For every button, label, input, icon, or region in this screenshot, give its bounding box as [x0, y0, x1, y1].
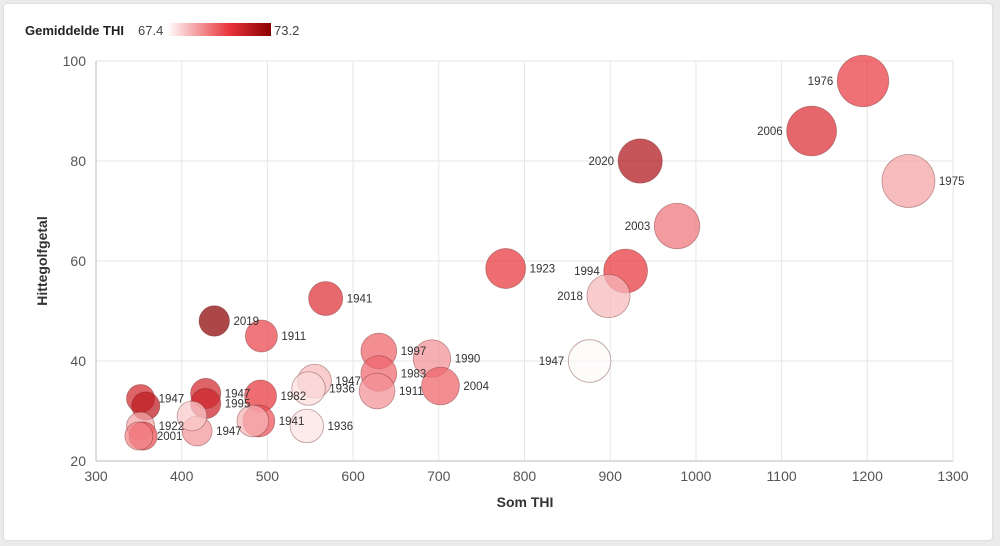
legend-title: Gemiddelde THI — [25, 23, 124, 38]
y-tick-label: 20 — [70, 453, 86, 469]
grid-lines — [95, 60, 954, 462]
point-label: 1995 — [225, 399, 251, 411]
point-label: 1936 — [328, 421, 354, 433]
point-labels: 1976 2006 1975 2020 2003 1994 2018 1947 1923 1941… — [157, 76, 965, 443]
point-label: 1982 — [281, 391, 307, 403]
x-tick-label: 300 — [84, 468, 108, 484]
bubble-point — [236, 404, 270, 438]
y-tick-label: 100 — [63, 53, 87, 69]
point-label: 2019 — [233, 316, 259, 328]
x-tick-label: 1300 — [937, 468, 968, 484]
legend-min-label: 67.4 — [138, 23, 163, 38]
x-tick-label: 500 — [256, 468, 280, 484]
bubble-point — [421, 366, 460, 406]
point-label: 1947 — [225, 389, 251, 401]
x-tick-label: 1200 — [852, 468, 883, 484]
bubble-point — [308, 281, 344, 316]
bubble-point — [881, 154, 936, 208]
bubble-point — [617, 138, 663, 184]
y-tick-label: 80 — [70, 153, 86, 169]
bubble-point — [289, 408, 324, 444]
point-label: 2004 — [463, 381, 489, 393]
bubble-point — [245, 319, 278, 353]
data-points — [124, 54, 936, 451]
x-tick-label: 400 — [170, 468, 194, 484]
point-label: 1983 — [401, 369, 427, 381]
point-label: 2020 — [588, 156, 614, 168]
legend-color-bar — [167, 23, 271, 36]
point-label: 1990 — [455, 354, 481, 366]
point-label: 1947 — [159, 394, 185, 406]
point-label: 1947 — [539, 356, 565, 368]
y-axis-title: Hittegolfgetal — [34, 216, 50, 305]
point-label: 2018 — [557, 291, 583, 303]
y-tick-label: 60 — [70, 253, 86, 269]
bubble-point — [198, 305, 230, 337]
point-label: 1911 — [281, 331, 306, 343]
legend-max-label: 73.2 — [274, 23, 299, 38]
point-label: 1975 — [939, 176, 965, 188]
x-tick-label: 1100 — [767, 468, 797, 484]
bubble-point — [836, 54, 890, 108]
bubble-point — [485, 248, 526, 289]
bubble-point — [291, 371, 326, 406]
point-label: 1936 — [329, 384, 355, 396]
bubble-point — [124, 421, 154, 451]
point-label: 1922 — [159, 421, 185, 433]
point-label: 1911 — [399, 386, 424, 398]
point-label: 1947 — [335, 376, 361, 388]
bubble-point — [653, 202, 701, 250]
x-axis-title: Som THI — [497, 494, 554, 510]
point-label: 1976 — [808, 76, 834, 88]
point-label: 2006 — [757, 126, 783, 138]
point-label: 1994 — [574, 266, 600, 278]
bubble-point — [176, 400, 208, 432]
x-tick-label: 900 — [599, 468, 623, 484]
bubble-point — [358, 372, 396, 410]
bubble-point — [786, 105, 837, 157]
y-tick-label: 40 — [70, 353, 86, 369]
bubble-point — [586, 273, 631, 319]
point-label: 1947 — [216, 426, 242, 438]
point-label: 2001 — [157, 431, 183, 443]
point-label: 2003 — [625, 221, 651, 233]
x-tick-label: 600 — [341, 468, 365, 484]
axes: 300 400 500 600 700 800 900 1000 1100 1200 1300 20 4… — [63, 53, 969, 484]
point-label: 1941 — [347, 294, 373, 306]
x-tick-label: 1000 — [680, 468, 711, 484]
x-tick-label: 700 — [427, 468, 451, 484]
point-label: 1923 — [530, 264, 556, 276]
bubble-point — [567, 339, 612, 383]
x-tick-label: 800 — [513, 468, 537, 484]
point-label: 1997 — [401, 346, 427, 358]
point-label: 1941 — [279, 416, 305, 428]
